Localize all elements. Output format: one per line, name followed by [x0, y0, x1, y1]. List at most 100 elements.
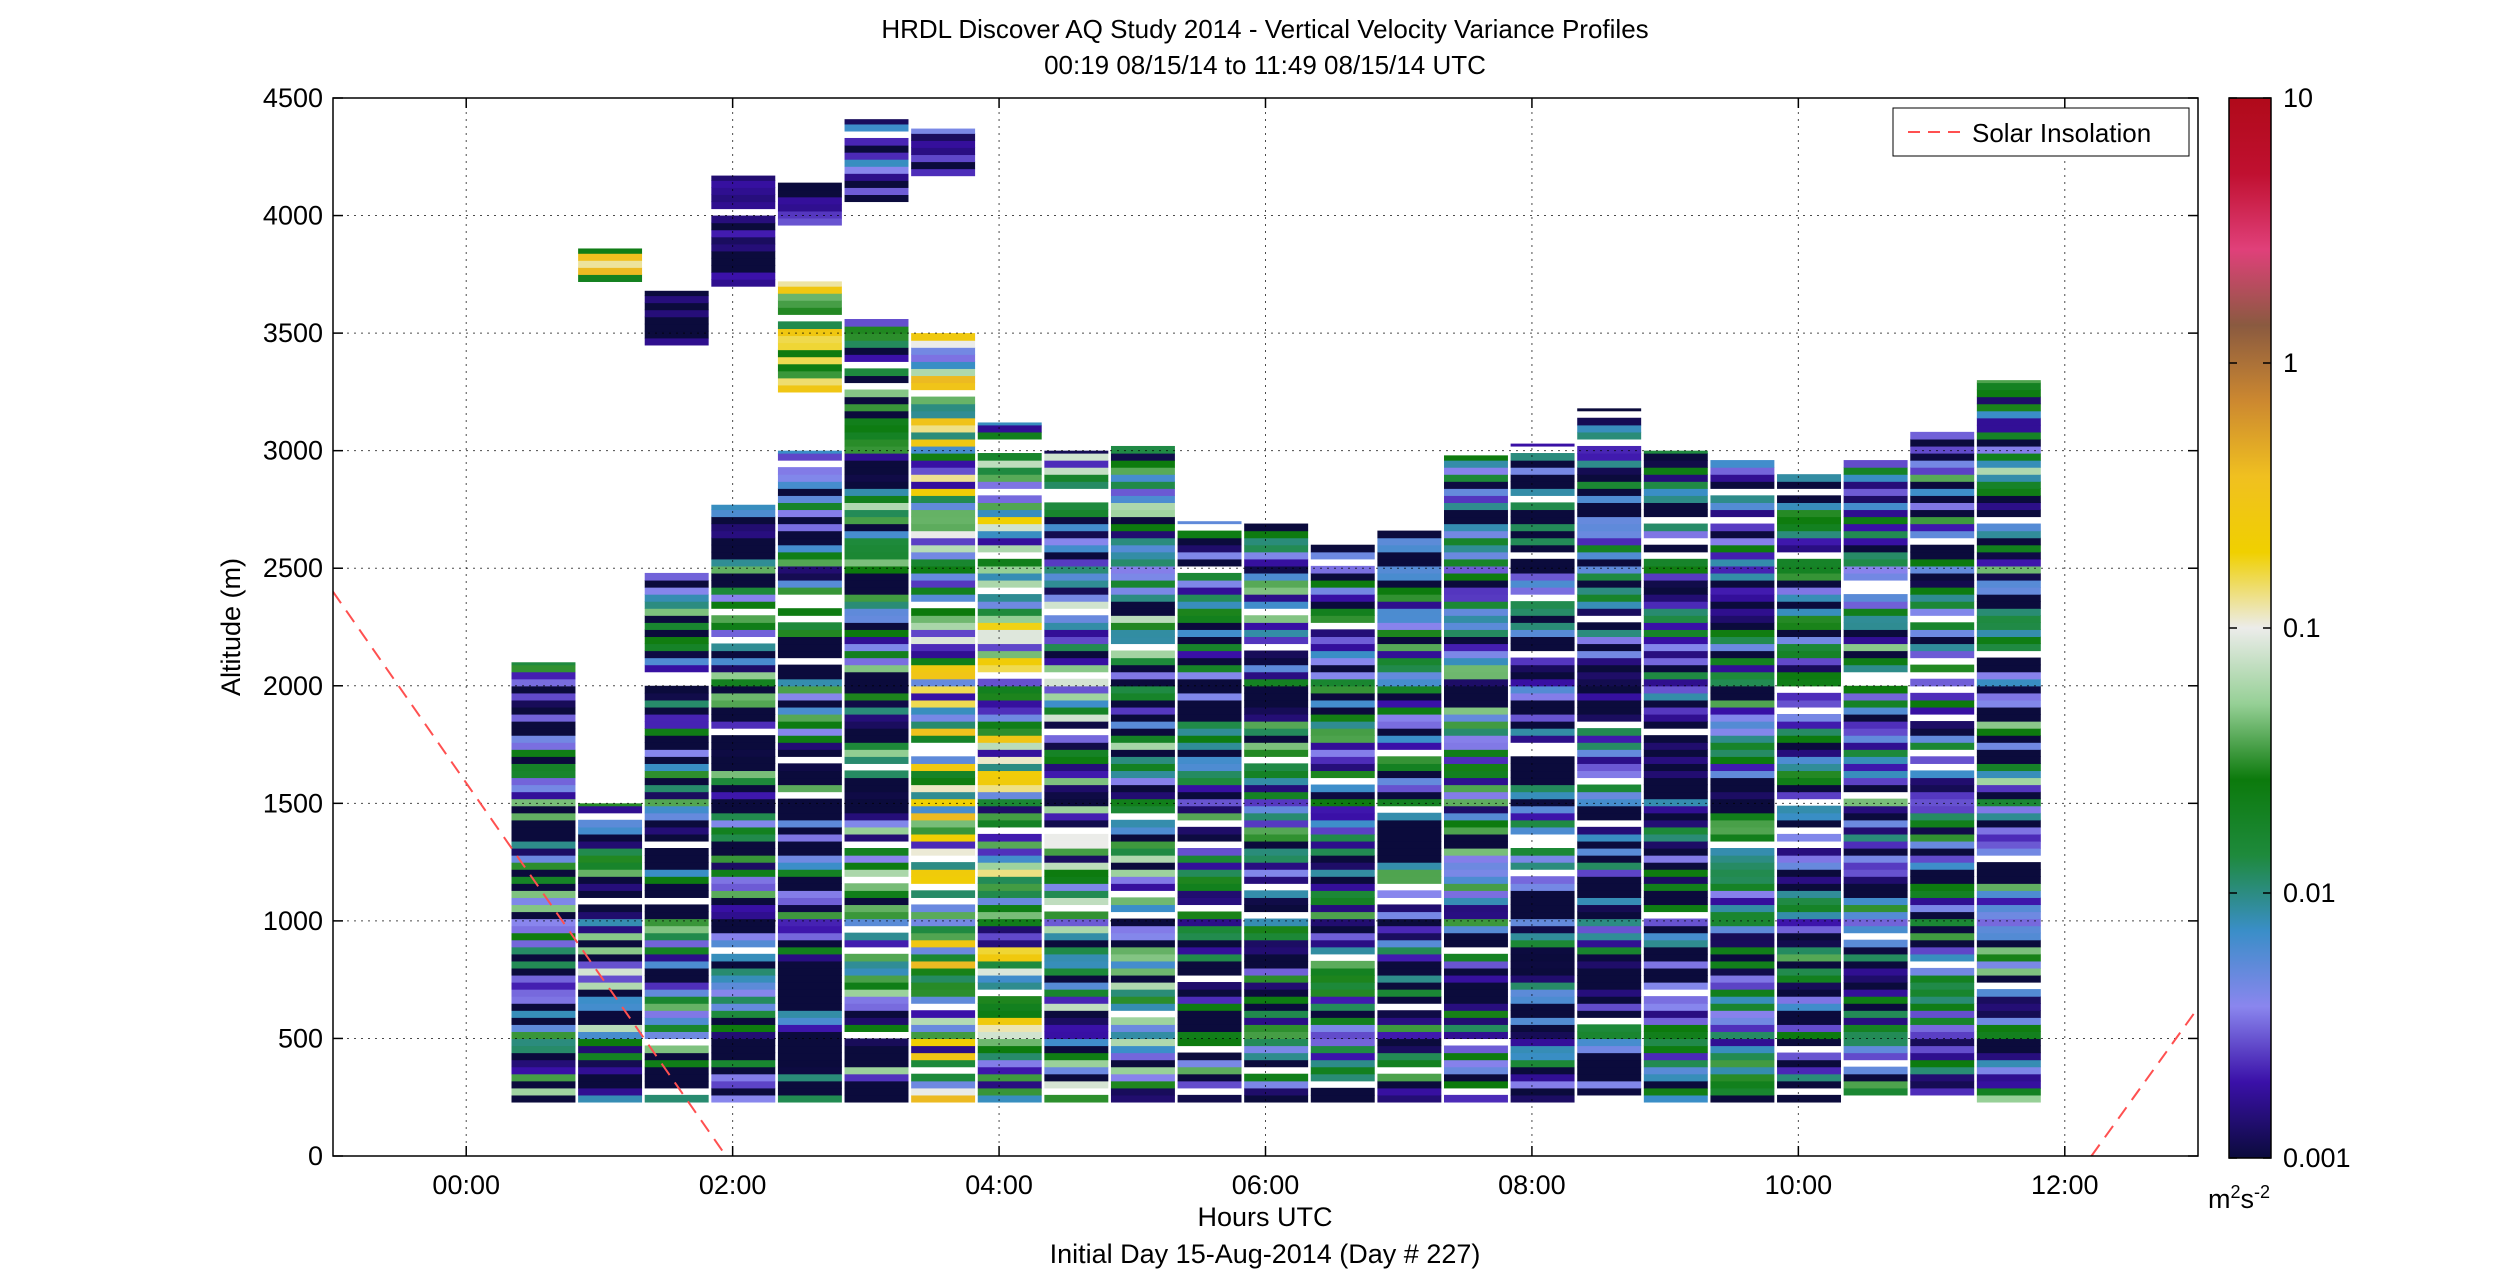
heatmap-cell: [1710, 946, 1775, 955]
heatmap-cell: [977, 544, 1042, 553]
heatmap-cell: [1110, 460, 1175, 468]
heatmap-cell: [1843, 721, 1908, 729]
heatmap-cell: [844, 187, 909, 195]
heatmap-cell: [1044, 848, 1109, 856]
heatmap-cell: [1777, 699, 1841, 708]
heatmap-cell: [1976, 1024, 2041, 1032]
heatmap-cell: [844, 340, 909, 348]
heatmap-cell: [777, 1087, 842, 1096]
heatmap-cell: [1310, 960, 1375, 969]
heatmap-cell: [977, 869, 1042, 877]
heatmap-cell: [777, 749, 842, 757]
heatmap-cell: [1710, 572, 1775, 581]
heatmap-cell: [1044, 897, 1109, 906]
heatmap-cell: [1377, 904, 1442, 913]
heatmap-cell: [644, 862, 709, 870]
heatmap-cell: [1777, 1031, 1841, 1040]
heatmap-cell: [1777, 657, 1841, 666]
heatmap-cell: [777, 579, 842, 588]
heatmap-cell: [911, 1038, 976, 1047]
heatmap-cell: [1510, 502, 1575, 511]
heatmap-cell: [777, 699, 842, 708]
heatmap-cell: [1510, 678, 1575, 687]
heatmap-cell: [777, 953, 842, 962]
heatmap-cell: [777, 848, 842, 856]
heatmap-cell: [1577, 974, 1642, 983]
heatmap-cell: [911, 474, 976, 482]
y-tick-label: 1500: [263, 788, 323, 818]
heatmap-cell: [1777, 862, 1841, 870]
heatmap-cell: [1976, 784, 2041, 793]
heatmap-cell: [1244, 805, 1309, 814]
heatmap-cell: [1976, 1003, 2041, 1011]
heatmap-cell: [977, 840, 1042, 849]
heatmap-cell: [511, 706, 576, 715]
heatmap-cell: [711, 250, 776, 259]
heatmap-cell: [1843, 960, 1908, 969]
heatmap-cell: [1310, 819, 1375, 828]
heatmap-cell: [1577, 1080, 1642, 1089]
heatmap-cell: [1110, 777, 1175, 786]
heatmap-cell: [1976, 1031, 2041, 1040]
heatmap-cell: [1976, 615, 2041, 623]
heatmap-cell: [1244, 812, 1309, 821]
heatmap-cell: [511, 989, 576, 997]
heatmap-cell: [977, 1073, 1042, 1082]
heatmap-cell: [1244, 572, 1309, 581]
heatmap-cell: [1710, 1045, 1775, 1054]
heatmap-cell: [1244, 1017, 1309, 1025]
heatmap-cell: [911, 678, 976, 687]
heatmap-cell: [1310, 728, 1375, 736]
heatmap-cell: [1377, 728, 1442, 736]
heatmap-cell: [777, 713, 842, 722]
heatmap-cell: [1444, 474, 1508, 482]
heatmap-cell: [644, 587, 709, 595]
heatmap-cell: [1577, 840, 1642, 849]
heatmap-cell: [511, 897, 576, 906]
heatmap-cell: [1710, 685, 1775, 694]
heatmap-cell: [1044, 509, 1109, 518]
heatmap-cell: [1710, 953, 1775, 962]
heatmap-cell: [1510, 467, 1575, 475]
heatmap-cell: [844, 194, 909, 203]
heatmap-cell: [1843, 939, 1908, 948]
heatmap-cell: [1444, 742, 1508, 750]
heatmap-cell: [777, 370, 842, 379]
heatmap-cell: [1110, 982, 1175, 990]
heatmap-cell: [1310, 1094, 1375, 1103]
heatmap-cell: [1976, 467, 2041, 475]
heatmap-cell: [1577, 530, 1642, 539]
heatmap-cell: [1310, 664, 1375, 673]
heatmap-cell: [844, 601, 909, 609]
heatmap-cell: [1110, 622, 1175, 630]
heatmap-cell: [777, 342, 842, 351]
heatmap-cell: [1310, 770, 1375, 779]
heatmap-cell: [644, 967, 709, 976]
heatmap-cell: [1177, 544, 1242, 553]
heatmap-cell: [1377, 544, 1442, 553]
heatmap-cell: [1777, 819, 1841, 828]
heatmap-cell: [1044, 996, 1109, 1004]
heatmap-cell: [1710, 565, 1775, 574]
heatmap-cell: [711, 215, 776, 224]
heatmap-cell: [777, 587, 842, 595]
colorbar-tick-label: 10: [2283, 83, 2313, 113]
heatmap-cell: [911, 869, 976, 877]
heatmap-cell: [1710, 967, 1775, 976]
heatmap-cell: [911, 657, 976, 666]
heatmap-cell: [1310, 601, 1375, 609]
heatmap-cell: [1044, 819, 1109, 828]
heatmap-cell: [777, 946, 842, 955]
heatmap-cell: [1044, 474, 1109, 482]
heatmap-cell: [1110, 615, 1175, 623]
heatmap-cell: [1577, 424, 1642, 433]
heatmap-cell: [1377, 1024, 1442, 1032]
heatmap-cell: [1377, 777, 1442, 786]
heatmap-cell: [1976, 706, 2041, 715]
heatmap-cell: [578, 890, 643, 898]
heatmap-cell: [777, 1045, 842, 1054]
heatmap-cell: [844, 119, 909, 125]
heatmap-cell: [1444, 1024, 1508, 1032]
heatmap-cell: [1177, 982, 1242, 990]
heatmap-cell: [644, 982, 709, 990]
